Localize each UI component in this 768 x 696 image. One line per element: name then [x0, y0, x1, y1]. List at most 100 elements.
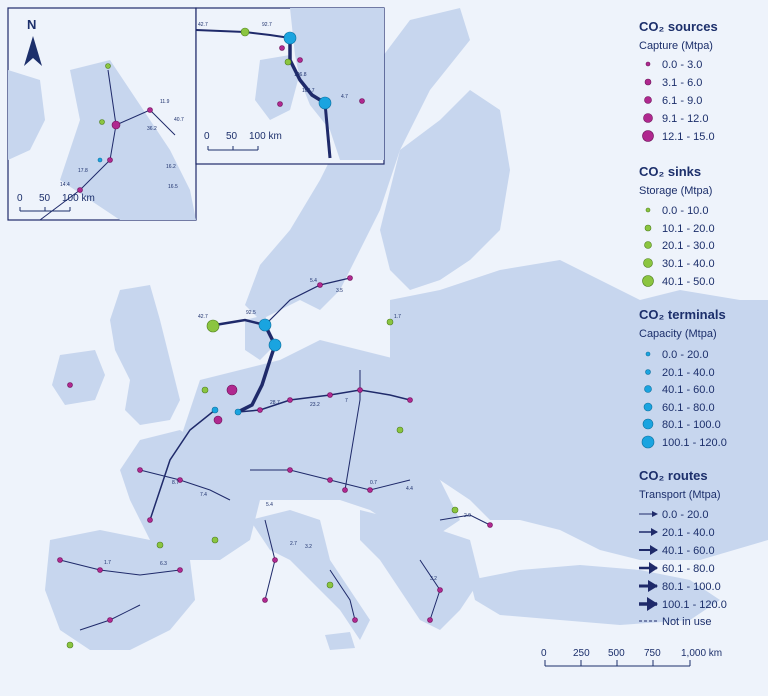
sink-marker[interactable]: [105, 63, 111, 69]
legend-item: 80.1 - 100.0: [662, 581, 721, 593]
main-scale-bar: 0 250 500 750 1,000 km: [541, 648, 722, 667]
legend-item: 6.1 - 9.0: [662, 95, 702, 107]
sink-marker[interactable]: [386, 318, 394, 326]
scale-label: 100 km: [62, 193, 95, 204]
legend-sink-swatch: [645, 207, 651, 213]
sink-marker[interactable]: [66, 641, 74, 649]
source-marker[interactable]: [437, 587, 443, 593]
source-marker[interactable]: [213, 415, 223, 425]
legend-item: 0.0 - 20.0: [662, 349, 708, 361]
route-south-italy: [329, 569, 356, 621]
source-marker[interactable]: [327, 477, 333, 483]
sink-marker[interactable]: [211, 536, 219, 544]
source-marker[interactable]: [111, 120, 121, 130]
route-label: 17.8: [78, 168, 88, 174]
route-label: 7: [345, 398, 348, 404]
source-marker[interactable]: [359, 98, 365, 104]
source-marker[interactable]: [97, 567, 103, 573]
source-marker[interactable]: [77, 187, 83, 193]
inset2-denmark: [255, 55, 298, 120]
source-marker[interactable]: [177, 567, 183, 573]
sink-marker[interactable]: [99, 119, 105, 125]
sink-marker[interactable]: [451, 506, 459, 514]
legend-source-swatch: [643, 113, 653, 123]
inset2-route: [195, 29, 291, 39]
sink-marker[interactable]: [284, 58, 292, 66]
sink-marker[interactable]: [201, 386, 209, 394]
route-arrow-icon: [650, 545, 658, 555]
scale-label: 750: [644, 648, 661, 659]
inset1-route: [39, 109, 176, 221]
source-marker[interactable]: [287, 467, 293, 473]
legend-item: 20.1 - 40.0: [662, 527, 715, 539]
source-marker[interactable]: [107, 157, 113, 163]
legend-source-swatch: [644, 96, 652, 104]
sink-marker[interactable]: [156, 541, 164, 549]
legend-item: 0.0 - 20.0: [662, 509, 708, 521]
legend-terminals-title: CO₂ terminals: [639, 307, 726, 322]
source-marker[interactable]: [279, 45, 285, 51]
source-marker[interactable]: [262, 597, 268, 603]
route-label: 23.2: [310, 402, 320, 408]
source-marker[interactable]: [277, 101, 283, 107]
route-norway-north: [264, 277, 351, 326]
route-label: 104.7: [302, 88, 315, 94]
sink-marker[interactable]: [396, 426, 404, 434]
terminal-marker[interactable]: [97, 157, 103, 163]
source-marker[interactable]: [342, 487, 348, 493]
eastern-europe-land: [390, 260, 768, 560]
route-label: 8.7: [172, 480, 179, 486]
source-marker[interactable]: [407, 397, 413, 403]
sink-marker[interactable]: [326, 581, 334, 589]
inset1-coast: [8, 70, 45, 160]
route-arrow-icon: [652, 511, 658, 517]
source-marker[interactable]: [67, 382, 73, 388]
legend-routes-subtitle: Transport (Mtpa): [639, 489, 721, 501]
route-label: 1.7: [104, 560, 111, 566]
source-marker[interactable]: [226, 384, 238, 396]
route-label: 0.7: [370, 480, 377, 486]
legend-item: 80.1 - 100.0: [662, 419, 721, 431]
source-marker[interactable]: [147, 107, 153, 113]
terminal-marker[interactable]: [234, 408, 242, 416]
legend-terminal-swatch: [643, 402, 653, 412]
legend-item: 9.1 - 12.0: [662, 113, 708, 125]
source-marker[interactable]: [177, 477, 183, 483]
source-marker[interactable]: [427, 617, 433, 623]
route-label: 28.7: [270, 400, 280, 406]
source-marker[interactable]: [367, 487, 373, 493]
sink-marker[interactable]: [240, 27, 250, 37]
source-marker[interactable]: [297, 57, 303, 63]
scale-label: 0: [17, 193, 23, 204]
source-marker[interactable]: [287, 397, 293, 403]
source-marker[interactable]: [257, 407, 263, 413]
source-marker[interactable]: [487, 522, 493, 528]
source-marker[interactable]: [147, 517, 153, 523]
source-marker[interactable]: [137, 467, 143, 473]
terminal-marker[interactable]: [283, 31, 297, 45]
legend-item: 20.1 - 40.0: [662, 367, 715, 379]
legend-item: 12.1 - 15.0: [662, 131, 715, 143]
source-marker[interactable]: [57, 557, 63, 563]
source-marker[interactable]: [357, 387, 363, 393]
scale-label: 250: [573, 648, 590, 659]
route-label: 42.7: [198, 314, 208, 320]
sink-marker[interactable]: [206, 319, 220, 333]
terminal-marker[interactable]: [318, 96, 332, 110]
land-layer: [45, 8, 768, 650]
terminal-marker[interactable]: [268, 338, 282, 352]
terminal-marker[interactable]: [211, 406, 219, 414]
source-marker[interactable]: [347, 275, 353, 281]
inset-uk-north: 11.9 36.2 40.7 17.8 14.4 16.2 16.5 N 0 5…: [7, 7, 197, 221]
terminal-marker[interactable]: [258, 318, 272, 332]
source-marker[interactable]: [317, 282, 323, 288]
route-label: 106.8: [294, 72, 307, 78]
source-marker[interactable]: [327, 392, 333, 398]
route-label: 5.4: [310, 278, 317, 284]
source-marker[interactable]: [352, 617, 358, 623]
inset1-route: [107, 69, 117, 126]
source-marker[interactable]: [272, 557, 278, 563]
source-marker[interactable]: [107, 617, 113, 623]
